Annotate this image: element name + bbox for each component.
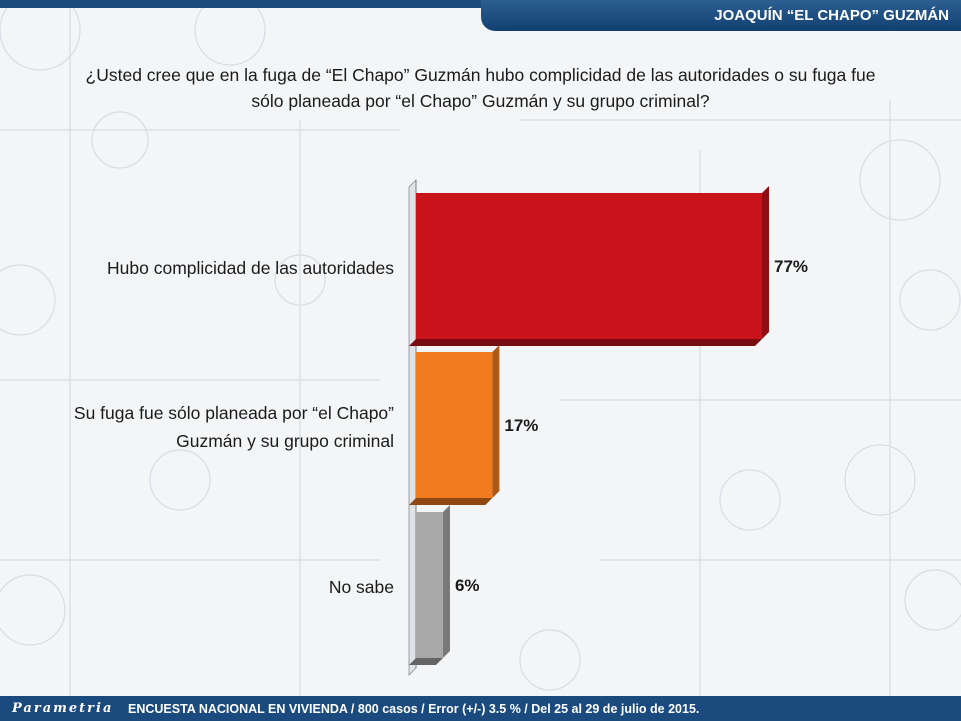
category-label-0: Hubo complicidad de las autoridades — [4, 254, 394, 282]
category-label-line: Hubo complicidad de las autoridades — [107, 258, 394, 278]
bar-highlight-1 — [416, 352, 493, 355]
data-label-2: 6% — [455, 576, 480, 595]
bar-1 — [416, 352, 493, 498]
bar-bottom-1 — [409, 498, 493, 505]
data-label-1: 17% — [504, 416, 538, 435]
bar-side-1 — [492, 345, 500, 498]
category-label-2: No sabe — [4, 573, 394, 601]
question-line-2: sólo planeada por “el Chapo” Guzmán y su… — [251, 91, 710, 111]
page-title: JOAQUÍN “EL CHAPO” GUZMÁN — [481, 0, 961, 31]
category-label-line: Su fuga fue sólo planeada por “el Chapo” — [73, 403, 394, 423]
bar-highlight-0 — [416, 193, 762, 196]
footer-note: ENCUESTA NACIONAL EN VIVIENDA / 800 caso… — [128, 701, 700, 716]
chart-axis-wall — [408, 179, 417, 676]
bar-side-0 — [762, 186, 769, 339]
bar-2 — [416, 512, 443, 658]
footer: Parametria ENCUESTA NACIONAL EN VIVIENDA… — [0, 696, 961, 721]
data-label-0: 77% — [774, 257, 808, 276]
bar-bottom-0 — [409, 339, 762, 346]
top-band — [0, 0, 961, 8]
bar-side-2 — [442, 505, 450, 658]
bar-highlight-2 — [416, 512, 443, 515]
bar-bottom-2 — [409, 658, 443, 665]
category-label-line: No sabe — [328, 577, 394, 597]
question-line-1: ¿Usted cree que en la fuga de “El Chapo”… — [85, 65, 876, 85]
footer-brand: Parametria — [12, 701, 114, 716]
category-label-1: Su fuga fue sólo planeada por “el Chapo”… — [4, 399, 394, 455]
category-label-line: Guzmán y su grupo criminal — [176, 431, 394, 451]
bar-0 — [416, 193, 762, 339]
survey-question: ¿Usted cree que en la fuga de “El Chapo”… — [20, 62, 941, 114]
